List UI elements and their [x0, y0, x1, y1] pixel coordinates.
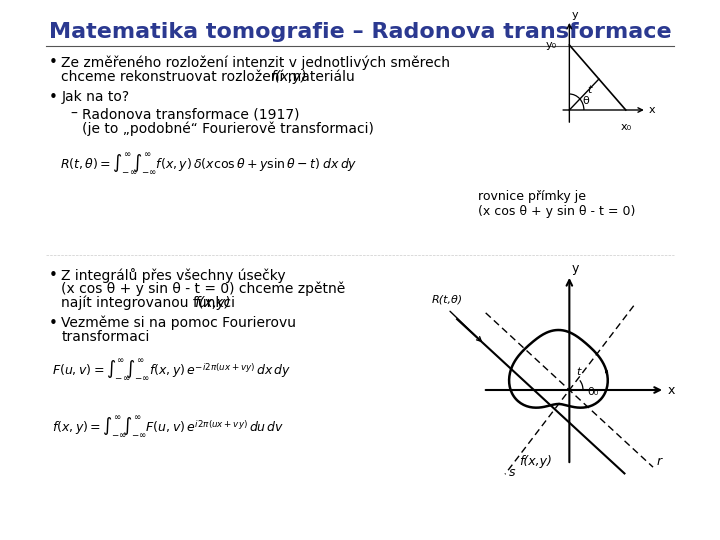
- Text: r: r: [657, 455, 662, 468]
- Text: f(x,y): f(x,y): [271, 70, 307, 84]
- Text: y: y: [571, 10, 578, 20]
- Text: –: –: [71, 107, 78, 121]
- Text: x: x: [667, 383, 675, 396]
- Text: transformaci: transformaci: [61, 330, 150, 344]
- Text: f(x,y): f(x,y): [194, 296, 230, 310]
- Text: najít integrovanou funkci: najít integrovanou funkci: [61, 296, 240, 310]
- Text: (x cos θ + y sin θ - t = 0) chceme zpětně: (x cos θ + y sin θ - t = 0) chceme zpětn…: [61, 282, 346, 296]
- Text: rovnice přímky je: rovnice přímky je: [478, 190, 586, 203]
- Text: Radonova transformace (1917): Radonova transformace (1917): [82, 107, 300, 121]
- Text: $F(u,v)=\int_{-\infty}^{\infty}\!\!\int_{-\infty}^{\infty} f(x,y)\,e^{-i2\pi(ux+: $F(u,v)=\int_{-\infty}^{\infty}\!\!\int_…: [53, 358, 292, 383]
- Text: •: •: [49, 55, 58, 70]
- Text: t: t: [577, 367, 581, 377]
- Text: •: •: [49, 316, 58, 331]
- Text: f(x,y): f(x,y): [519, 455, 552, 468]
- Text: θ₀: θ₀: [588, 387, 599, 397]
- Text: •: •: [49, 90, 58, 105]
- Text: (je to „podobné“ Fourierově transformaci): (je to „podobné“ Fourierově transformaci…: [82, 121, 374, 136]
- Text: t: t: [588, 85, 592, 94]
- Text: $R(t,\theta) = \int_{-\infty}^{\infty}\!\!\int_{-\infty}^{\infty} f(x,y)\,\delta: $R(t,\theta) = \int_{-\infty}^{\infty}\!…: [60, 152, 357, 177]
- Text: Ze změřeného rozložení intenzit v jednotlivých směrech: Ze změřeného rozložení intenzit v jednot…: [61, 55, 451, 70]
- Text: (x cos θ + y sin θ - t = 0): (x cos θ + y sin θ - t = 0): [478, 205, 636, 218]
- Text: x: x: [649, 105, 655, 115]
- Text: x₀: x₀: [620, 122, 631, 132]
- Text: Z integrálů přes všechny úsečky: Z integrálů přes všechny úsečky: [61, 268, 286, 283]
- Text: s: s: [508, 466, 515, 480]
- Text: •: •: [49, 268, 58, 283]
- Text: θ: θ: [582, 96, 589, 106]
- Text: Vezměme si na pomoc Fourierovu: Vezměme si na pomoc Fourierovu: [61, 316, 297, 330]
- Text: Jak na to?: Jak na to?: [61, 90, 130, 104]
- Text: y: y: [572, 262, 580, 275]
- Text: chceme rekonstruovat rozložení materiálu: chceme rekonstruovat rozložení materiálu: [61, 70, 359, 84]
- Text: $f(x,y)=\int_{-\infty}^{\infty}\!\!\int_{-\infty}^{\infty} F(u,v)\,e^{i2\pi(ux+v: $f(x,y)=\int_{-\infty}^{\infty}\!\!\int_…: [53, 415, 285, 440]
- Text: Matematika tomografie – Radonova transformace: Matematika tomografie – Radonova transfo…: [49, 22, 671, 42]
- Text: R(t,θ): R(t,θ): [431, 294, 463, 305]
- Text: y₀: y₀: [546, 40, 557, 50]
